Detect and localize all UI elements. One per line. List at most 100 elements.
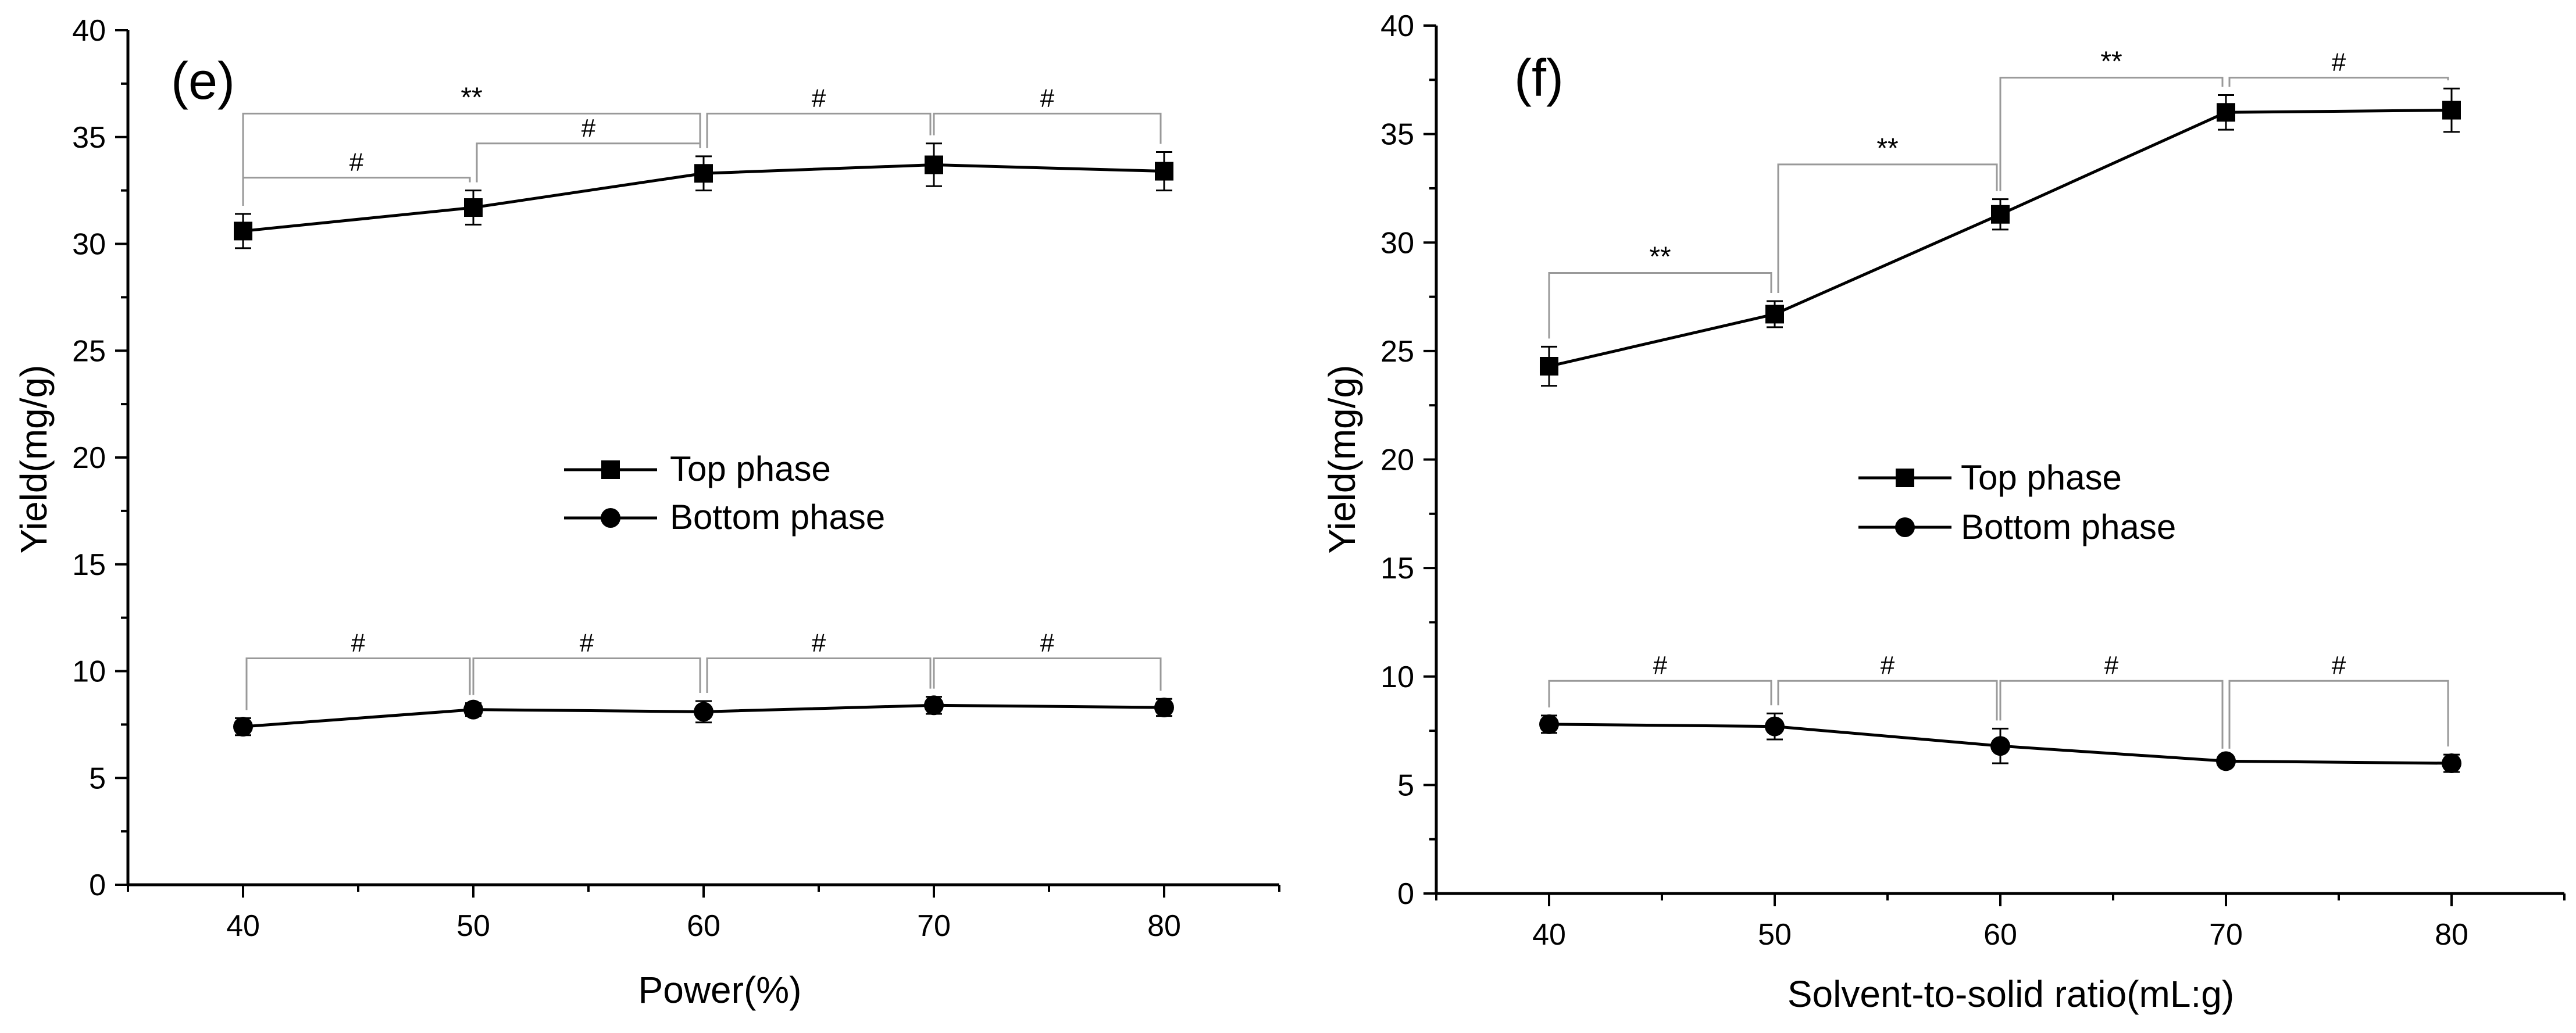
significance-label: ** <box>1876 133 1898 164</box>
y-tick-label: 20 <box>1380 444 1414 477</box>
data-point <box>1765 305 1784 324</box>
data-point <box>234 221 252 241</box>
significance-label: # <box>581 114 596 142</box>
y-tick-label: 40 <box>72 14 106 48</box>
significance-label: # <box>1040 628 1055 657</box>
y-tick-label: 30 <box>1380 226 1414 260</box>
y-tick-label: 15 <box>1380 552 1414 585</box>
significance-label: # <box>351 628 366 657</box>
significance-bracket <box>1548 680 1772 707</box>
y-tick-label: 20 <box>72 441 106 475</box>
significance-bracket <box>242 177 471 206</box>
legend: Top phase Bottom phase <box>1961 458 2176 546</box>
significance-label: ** <box>1649 242 1671 273</box>
panel-e: (e) Power(%) Yield(mg/g) Top phase Botto… <box>13 14 1280 1011</box>
legend: Top phase Bottom phase <box>670 449 885 537</box>
legend-marker <box>601 508 620 528</box>
legend-marker <box>1895 517 1915 537</box>
x-tick-label: 60 <box>1983 918 2017 952</box>
significance-bracket <box>1548 272 1772 339</box>
y-tick-label: 30 <box>72 228 106 262</box>
data-point <box>2217 103 2235 122</box>
significance-label: # <box>580 628 594 657</box>
significance-bracket <box>1777 680 1998 721</box>
significance-bracket <box>706 657 932 693</box>
y-tick-label: 5 <box>1397 769 1414 802</box>
x-tick-label: 80 <box>1147 909 1181 943</box>
significance-label: # <box>812 84 826 112</box>
legend-label-bottom-phase: Bottom phase <box>1961 507 2176 546</box>
significance-bracket <box>706 112 932 148</box>
data-point <box>464 198 483 217</box>
data-point <box>1540 357 1558 376</box>
y-axis-title: Yield(mg/g) <box>13 365 55 554</box>
y-tick-label: 0 <box>1397 877 1414 911</box>
significance-label: # <box>2332 48 2346 77</box>
significance-label: # <box>1040 84 1055 112</box>
y-tick-label: 25 <box>1380 335 1414 369</box>
data-point <box>2216 751 2236 771</box>
y-tick-label: 10 <box>72 655 106 689</box>
significance-label: ** <box>461 82 482 113</box>
x-tick-label: 50 <box>1758 918 1792 952</box>
data-point <box>1154 697 1174 717</box>
x-tick-label: 70 <box>917 909 951 943</box>
significance-bracket <box>2228 680 2449 749</box>
data-point <box>694 164 713 183</box>
significance-label: # <box>1653 651 1668 680</box>
y-tick-label: 25 <box>72 334 106 368</box>
y-tick-label: 10 <box>1380 660 1414 694</box>
data-point <box>463 699 483 720</box>
data-point <box>925 155 943 174</box>
legend-marker <box>601 460 620 479</box>
x-tick-label: 70 <box>2209 918 2243 952</box>
legend-marker <box>1896 469 1914 487</box>
legend-label-top-phase: Top phase <box>670 449 831 488</box>
significance-bracket <box>1777 163 1998 294</box>
y-tick-label: 5 <box>89 762 106 795</box>
significance-bracket <box>933 657 1162 691</box>
x-axis-title: Power(%) <box>638 969 802 1011</box>
y-tick-label: 35 <box>72 121 106 155</box>
data-point <box>1765 716 1785 737</box>
significance-label: # <box>812 628 826 657</box>
data-point <box>2442 101 2461 120</box>
significance-label: ** <box>2100 47 2122 77</box>
x-tick-label: 50 <box>456 909 490 943</box>
x-tick-label: 80 <box>2435 918 2468 952</box>
significance-label: # <box>1881 651 1895 680</box>
panel-label: (f) <box>1514 49 1564 108</box>
significance-bracket <box>472 657 701 695</box>
data-point <box>1990 736 2010 756</box>
significance-bracket <box>1999 77 2224 191</box>
significance-bracket <box>245 657 471 710</box>
significance-bracket <box>476 142 701 183</box>
x-tick-label: 60 <box>687 909 720 943</box>
significance-label: # <box>2332 651 2346 680</box>
y-tick-label: 0 <box>89 868 106 902</box>
significance-bracket <box>1999 680 2224 749</box>
panel-f: (f) Solvent-to-solid ratio(mL:g) Yield(m… <box>1321 9 2566 1015</box>
x-axis-title: Solvent-to-solid ratio(mL:g) <box>1787 973 2234 1015</box>
x-tick-label: 40 <box>1532 918 1566 952</box>
x-tick-label: 40 <box>226 909 260 943</box>
data-point <box>2442 753 2461 774</box>
significance-bracket <box>933 112 1162 144</box>
data-point <box>1539 714 1559 734</box>
significance-bracket <box>2228 77 2449 87</box>
y-tick-label: 40 <box>1380 9 1414 43</box>
data-point <box>1991 205 2010 224</box>
legend-label-bottom-phase: Bottom phase <box>670 498 885 537</box>
data-point <box>694 702 713 722</box>
data-point <box>233 717 253 737</box>
significance-label: # <box>349 148 364 177</box>
y-tick-label: 15 <box>72 548 106 582</box>
legend-label-top-phase: Top phase <box>1961 458 2122 497</box>
panel-label: (e) <box>171 52 235 110</box>
significance-label: # <box>2104 651 2119 680</box>
y-axis-title: Yield(mg/g) <box>1321 365 1363 554</box>
data-point <box>924 695 944 716</box>
significance-bracket <box>242 112 701 206</box>
y-tick-label: 35 <box>1380 118 1414 152</box>
